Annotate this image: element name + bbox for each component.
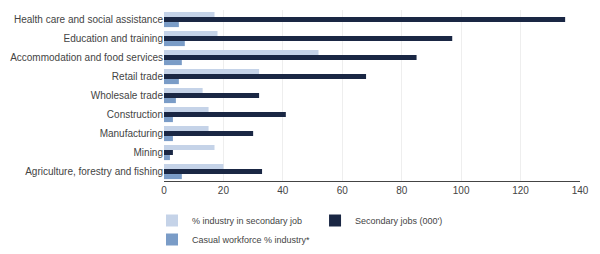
svg-text:Education and training: Education and training [63,33,163,44]
svg-text:120: 120 [512,185,529,196]
svg-text:40: 40 [277,185,289,196]
svg-text:80: 80 [396,185,408,196]
svg-text:Health care and social assista: Health care and social assistance [14,14,163,25]
svg-text:Agriculture, forestry and fish: Agriculture, forestry and fishing [25,166,163,177]
svg-text:Construction: Construction [107,109,163,120]
svg-text:Accommodation and food service: Accommodation and food services [10,52,163,63]
svg-text:Mining: Mining [134,147,163,158]
svg-text:% industry in secondary job: % industry in secondary job [192,216,302,226]
svg-text:60: 60 [337,185,349,196]
svg-text:Wholesale trade: Wholesale trade [91,90,164,101]
svg-text:Manufacturing: Manufacturing [100,128,163,139]
svg-text:0: 0 [161,185,167,196]
svg-text:Casual workforce % industry*: Casual workforce % industry* [192,235,310,245]
svg-text:20: 20 [218,185,230,196]
svg-text:Retail trade: Retail trade [112,71,164,82]
svg-text:100: 100 [453,185,470,196]
svg-text:140: 140 [572,185,589,196]
svg-text:Secondary jobs (000'): Secondary jobs (000') [355,216,442,226]
